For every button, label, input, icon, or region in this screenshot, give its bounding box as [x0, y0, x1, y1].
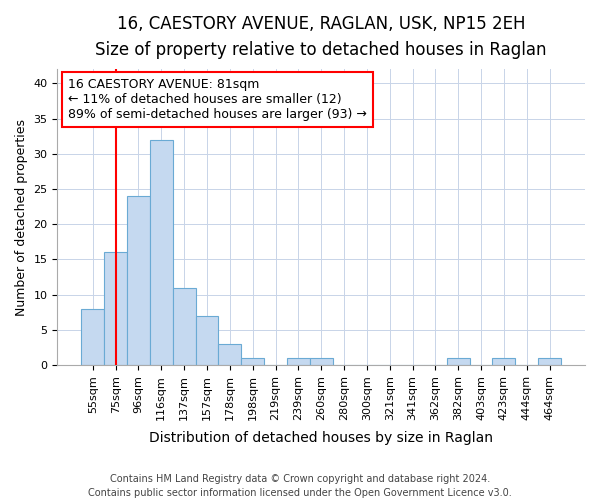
Bar [196, 316, 218, 365]
Bar [493, 358, 515, 365]
Bar [104, 252, 127, 365]
Bar [310, 358, 332, 365]
Title: 16, CAESTORY AVENUE, RAGLAN, USK, NP15 2EH
Size of property relative to detached: 16, CAESTORY AVENUE, RAGLAN, USK, NP15 2… [95, 15, 547, 60]
Text: 16 CAESTORY AVENUE: 81sqm
← 11% of detached houses are smaller (12)
89% of semi-: 16 CAESTORY AVENUE: 81sqm ← 11% of detac… [68, 78, 367, 121]
Bar [127, 196, 150, 365]
X-axis label: Distribution of detached houses by size in Raglan: Distribution of detached houses by size … [149, 431, 493, 445]
Bar [538, 358, 561, 365]
Bar [241, 358, 264, 365]
Bar [447, 358, 470, 365]
Bar [218, 344, 241, 365]
Text: Contains HM Land Registry data © Crown copyright and database right 2024.
Contai: Contains HM Land Registry data © Crown c… [88, 474, 512, 498]
Bar [82, 308, 104, 365]
Bar [150, 140, 173, 365]
Bar [287, 358, 310, 365]
Bar [173, 288, 196, 365]
Y-axis label: Number of detached properties: Number of detached properties [15, 118, 28, 316]
